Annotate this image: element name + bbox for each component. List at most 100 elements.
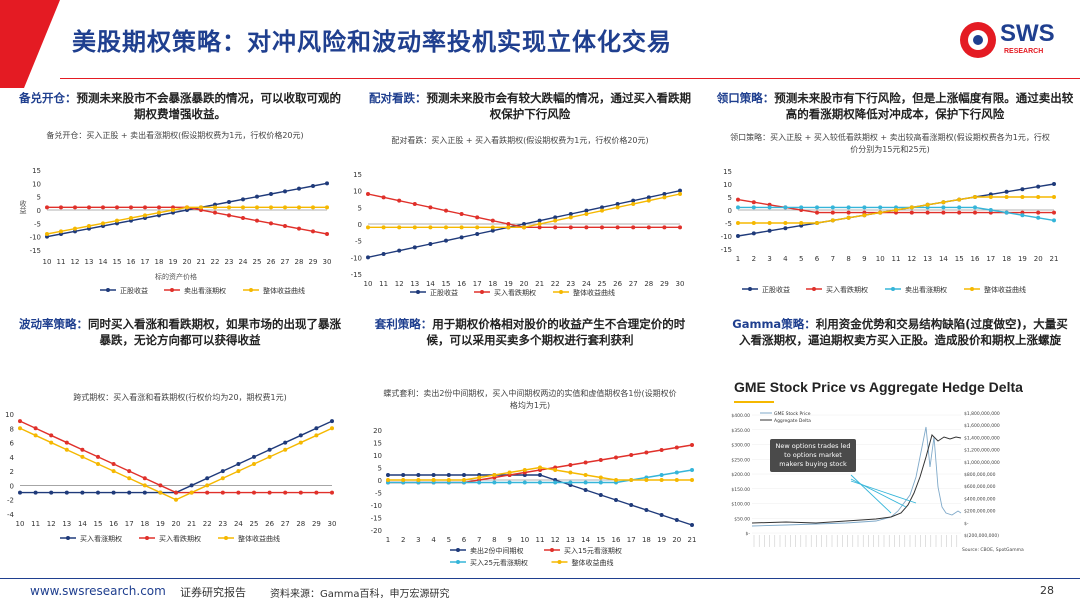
- data-point: [241, 216, 245, 220]
- data-point: [412, 202, 417, 206]
- data-point: [311, 229, 315, 234]
- data-point: [1036, 210, 1041, 215]
- data-point: [33, 490, 38, 495]
- data-point: [659, 448, 664, 452]
- data-point: [381, 225, 386, 230]
- data-point: [941, 210, 946, 215]
- data-point: [241, 197, 245, 202]
- legend-label: 正股收益: [120, 286, 148, 295]
- data-point: [267, 447, 272, 452]
- x-tick-label: 14: [581, 536, 590, 544]
- x-tick-label: 19: [1018, 255, 1027, 263]
- x-tick-label: 28: [644, 280, 653, 288]
- x-tick-label: 29: [660, 280, 669, 288]
- x-tick-label: 4: [431, 536, 436, 544]
- data-point: [957, 205, 962, 210]
- legend-label: 整体收益曲线: [238, 534, 280, 543]
- x-tick-label: 13: [85, 258, 94, 266]
- x-tick-label: 5: [447, 536, 451, 544]
- x-tick-label: 25: [253, 258, 262, 266]
- data-point: [381, 195, 386, 200]
- x-tick-label: 6: [462, 536, 467, 544]
- x-tick-label: 10: [43, 258, 52, 266]
- gme-left-tick: $100.00: [731, 502, 750, 508]
- gme-left-tick: $250.00: [731, 457, 750, 463]
- chart-protective-put: -15 -10 -5 0 5 10 15 10 11 12 13 14 15 16 17 18 19 20 21 22…: [351, 171, 685, 297]
- x-tick-label: 13: [62, 520, 71, 528]
- x-tick-label: 27: [281, 520, 290, 528]
- data-point: [767, 228, 772, 233]
- data-point: [459, 225, 464, 230]
- data-point: [143, 213, 147, 218]
- y-tick-label: 10: [5, 411, 14, 419]
- x-tick-label: 1: [736, 255, 740, 263]
- data-point: [459, 235, 464, 240]
- data-point: [73, 226, 77, 231]
- data-point: [283, 447, 288, 452]
- data-point: [662, 225, 667, 230]
- gme-left-tick: $200.00: [731, 472, 750, 478]
- data-point: [941, 205, 946, 210]
- footer-url[interactable]: www.swsresearch.com: [30, 584, 166, 598]
- gme-title: GME Stock Price vs Aggregate Hedge Delta: [734, 379, 1023, 395]
- data-point: [18, 490, 22, 495]
- data-point: [522, 222, 526, 226]
- x-tick-label: 5: [799, 255, 803, 263]
- data-point: [330, 419, 334, 424]
- data-point: [311, 205, 315, 210]
- data-point: [799, 221, 804, 225]
- data-point: [213, 205, 217, 210]
- x-tick-label: 8: [492, 536, 496, 544]
- data-point: [568, 225, 573, 230]
- data-point: [73, 205, 77, 210]
- x-tick-label: 19: [156, 520, 165, 528]
- x-tick-label: 16: [457, 280, 466, 288]
- data-point: [815, 221, 819, 225]
- data-point: [973, 210, 977, 215]
- legend-marker: [559, 290, 563, 294]
- data-point: [297, 186, 301, 191]
- data-point: [314, 426, 319, 431]
- legend-label: 正股收益: [430, 288, 458, 297]
- data-point: [909, 210, 914, 215]
- data-point: [267, 454, 272, 459]
- data-point: [1036, 215, 1041, 220]
- data-point: [59, 229, 63, 234]
- data-point: [87, 205, 91, 210]
- data-point: [1036, 184, 1041, 189]
- series-line: [19, 420, 332, 494]
- y-tick-label: 0: [10, 482, 14, 490]
- data-point: [490, 225, 495, 230]
- data-point: [674, 445, 679, 450]
- data-point: [941, 200, 946, 205]
- y-tick-label: -10: [30, 234, 41, 242]
- data-point: [878, 210, 883, 215]
- x-tick-label: 23: [218, 520, 227, 528]
- x-tick-label: 11: [892, 255, 901, 263]
- y-tick-label: -2: [7, 497, 14, 505]
- data-point: [646, 198, 651, 203]
- data-point: [205, 476, 210, 481]
- y-tick-label: -4: [7, 511, 15, 519]
- gme-left-tick: $-: [746, 531, 751, 537]
- data-point: [522, 468, 527, 472]
- data-point: [629, 478, 634, 482]
- data-point: [584, 212, 589, 216]
- legend-label: 整体收益曲线: [263, 286, 305, 295]
- y-tick-label: 8: [10, 425, 14, 433]
- data-point: [199, 205, 203, 210]
- page-number: 28: [1040, 584, 1054, 597]
- data-point: [255, 194, 259, 199]
- data-point: [522, 225, 526, 230]
- data-point: [1004, 210, 1009, 215]
- x-tick-label: 10: [876, 255, 885, 263]
- x-tick-label: 30: [328, 520, 337, 528]
- data-point: [252, 462, 256, 466]
- y-tick-label: 10: [373, 452, 382, 460]
- data-point: [386, 473, 390, 477]
- y-tick-label: -15: [30, 247, 41, 255]
- x-tick-label: 6: [815, 255, 820, 263]
- data-point: [330, 426, 334, 431]
- gme-right-tick: $1,600,000,000: [964, 423, 1000, 429]
